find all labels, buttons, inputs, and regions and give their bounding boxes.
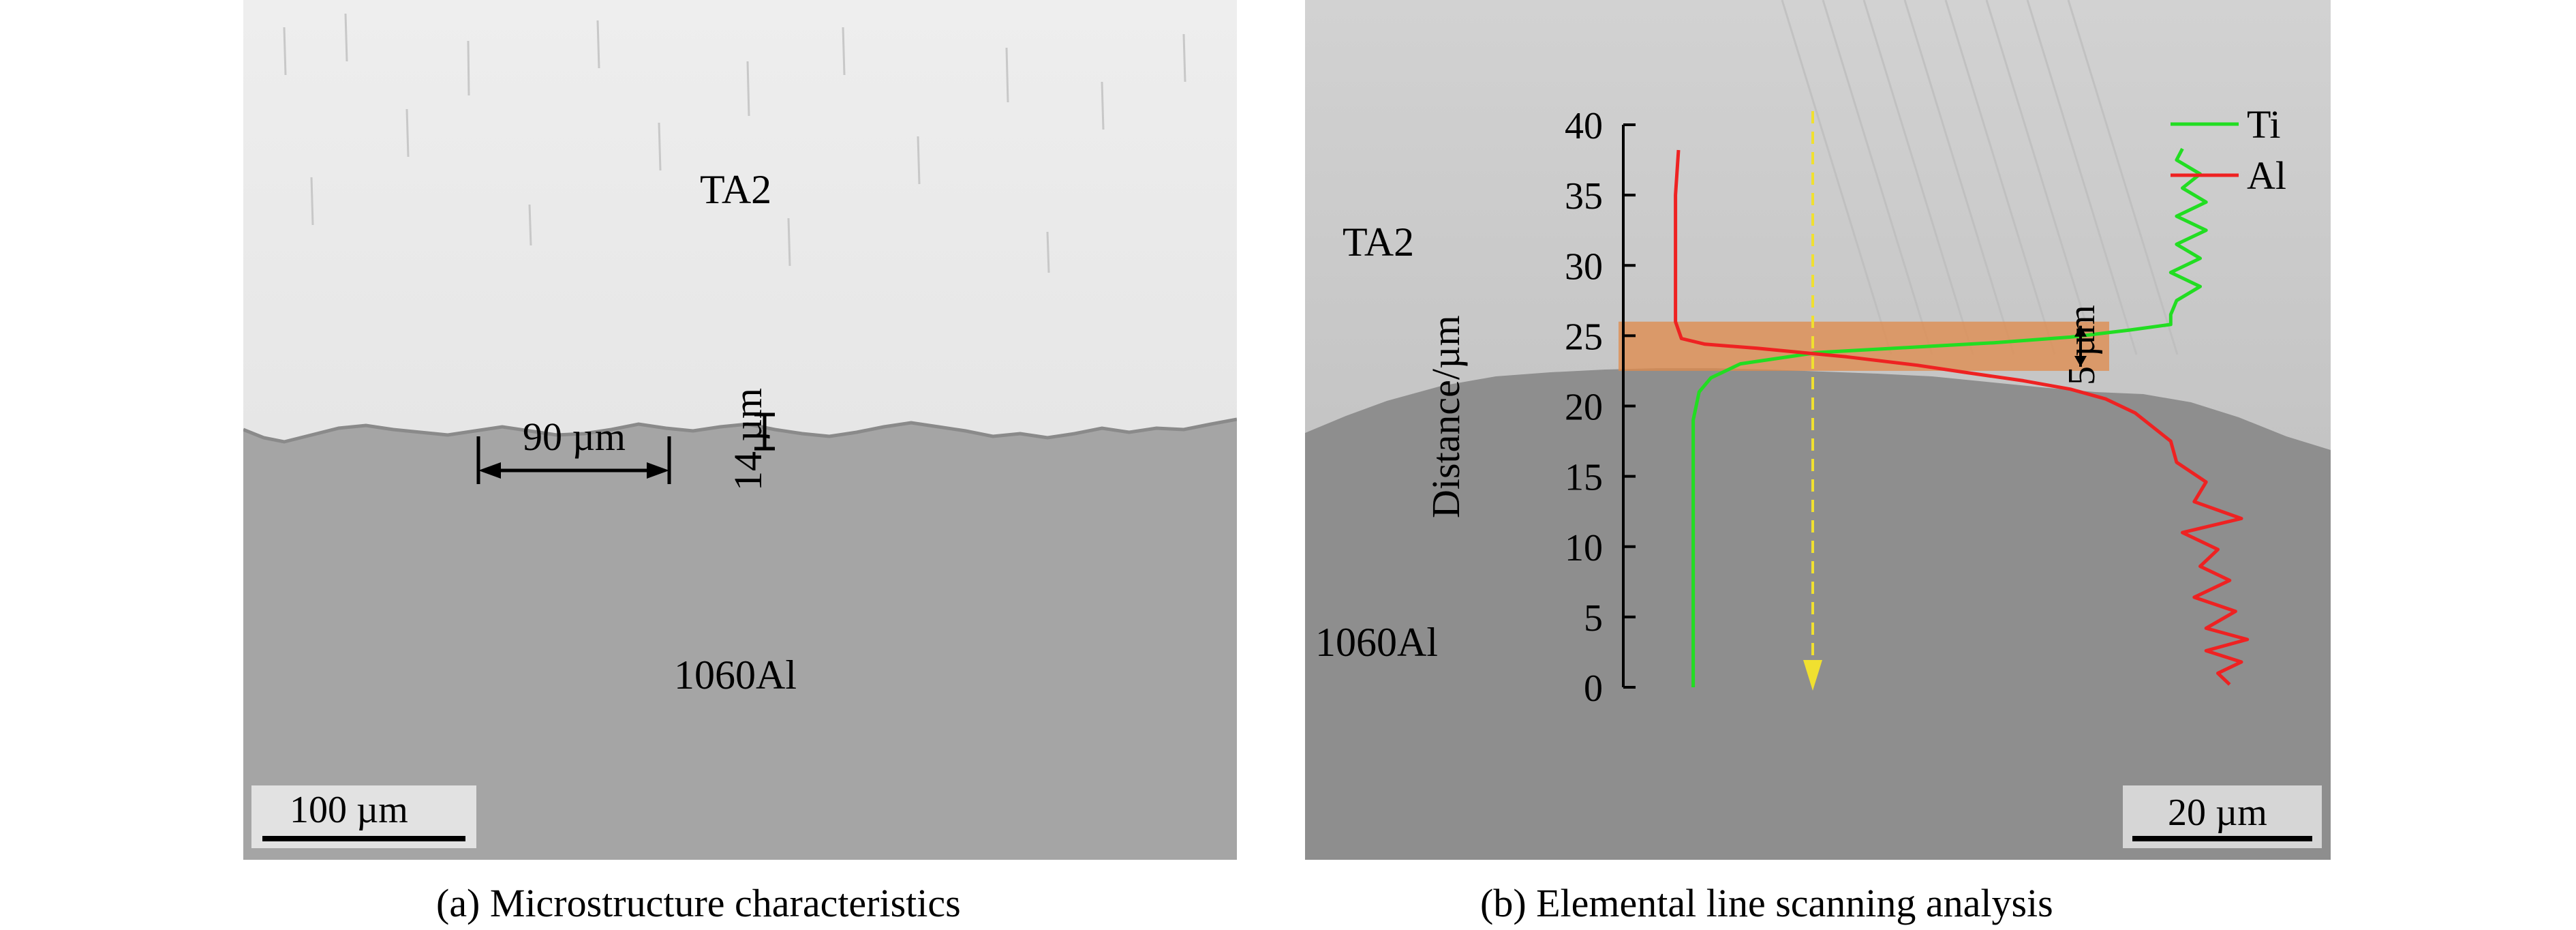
label-1060al-b: 1060Al: [1315, 620, 1438, 665]
y-tick-label: 10: [1565, 527, 1603, 569]
surface-scratches: [283, 13, 1186, 273]
scan-direction-arrowhead: [1803, 660, 1822, 691]
width-dimension-arrow: [476, 436, 671, 484]
interface-band: [1619, 321, 2109, 371]
label-1060al-a: 1060Al: [674, 652, 797, 698]
legend-label-al: Al: [2247, 153, 2286, 198]
y-tick-label: 40: [1565, 105, 1603, 147]
band-dimension-arrowhead-bottom: [2074, 355, 2087, 367]
caption-a: (a) Microstructure characteristics: [436, 881, 961, 925]
scale-bar-label-a: 100 µm: [290, 789, 408, 831]
caption-b: (b) Elemental line scanning analysis: [1480, 881, 2053, 925]
label-ta2-b: TA2: [1343, 220, 1415, 265]
y-tick-label: 25: [1565, 316, 1603, 358]
surface-streaks-b: [1781, 0, 2179, 355]
band-dimension-arrowhead-top: [2074, 325, 2087, 337]
panel-a-image: [243, 0, 1237, 860]
y-tick-label: 20: [1565, 387, 1603, 429]
y-axis-label: Distance/µm: [1424, 315, 1468, 518]
y-tick-label: 0: [1584, 668, 1603, 710]
line-scan-chart: 0 5 10 15 20 25 30 35 40 Ti Al: [1565, 102, 2286, 710]
height-dimension-marker: [754, 412, 775, 451]
label-ta2-a: TA2: [700, 167, 772, 212]
label-height-dimension: 14 µm: [726, 387, 770, 491]
panel-a-sem-image: TA2 1060Al 90 µm 14 µm 100 µm: [243, 0, 1237, 860]
ta2-region: [243, 0, 1237, 442]
band-dimension-label: 5 µm: [2061, 305, 2103, 385]
y-tick-label: 35: [1565, 175, 1603, 217]
panel-b-line-scan: 0 5 10 15 20 25 30 35 40 Ti Al TA2 1060Al Distanc…: [1305, 0, 2331, 860]
label-width-dimension: 90 µm: [523, 415, 626, 459]
y-tick-label: 30: [1565, 245, 1603, 288]
y-tick-label: 5: [1584, 597, 1603, 640]
series-layer: [1674, 147, 2250, 687]
series-line-al: [1674, 149, 2250, 686]
legend-label-ti: Ti: [2247, 102, 2281, 147]
scale-bar-label-b: 20 µm: [2168, 792, 2267, 834]
y-tick-label: 15: [1565, 457, 1603, 499]
y-axis: 0 5 10 15 20 25 30 35 40: [1565, 105, 1636, 710]
legend: Ti Al: [2171, 102, 2286, 198]
series-line-ti: [1691, 147, 2208, 687]
interface-line: [243, 417, 1237, 444]
band-dimension-arrow: [2074, 325, 2087, 367]
